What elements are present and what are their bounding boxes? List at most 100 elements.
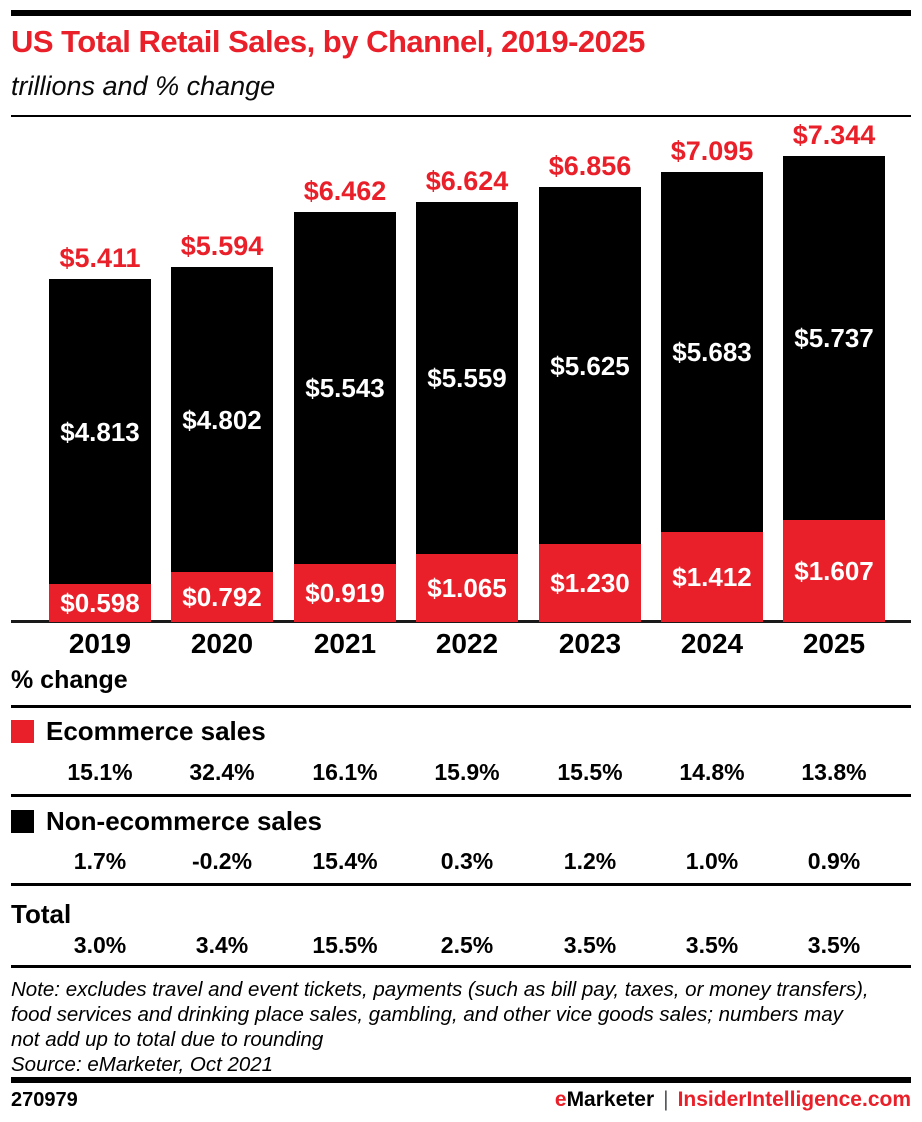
ecommerce-value-label: $0.919 <box>305 578 385 608</box>
page-title: US Total Retail Sales, by Channel, 2019-… <box>11 24 645 59</box>
ecommerce-pct-row: 15.1% 32.4% 16.1% 15.9% 15.5% 14.8% 13.8% <box>0 757 922 787</box>
total-row-label: Total <box>11 899 72 929</box>
brand-emarketer-rest: Marketer <box>566 1088 655 1111</box>
ecommerce-segment: $1.412 <box>661 532 763 622</box>
non-ecommerce-pct-row: 1.7% -0.2% 15.4% 0.3% 1.2% 1.0% 0.9% <box>0 846 922 876</box>
ecommerce-pct-value: 15.5% <box>557 759 623 785</box>
source-line: Source: eMarketer, Oct 2021 <box>11 1053 274 1076</box>
total-value-label: $6.856 <box>548 151 632 181</box>
top-rule <box>11 10 911 16</box>
non-ecommerce-segment: $5.683 <box>661 172 763 532</box>
non-ecommerce-pct-value: 0.9% <box>807 848 861 874</box>
divider <box>11 965 911 968</box>
bar-group-2023: $5.625 $1.230 <box>539 187 641 622</box>
divider <box>11 705 911 708</box>
total-value-label: $6.462 <box>303 176 387 206</box>
non-ecommerce-value-label: $5.543 <box>305 373 385 403</box>
total-pct-value: 15.5% <box>312 932 378 958</box>
non-ecommerce-value-label: $5.559 <box>427 363 507 393</box>
ecommerce-pct-value: 14.8% <box>679 759 745 785</box>
pct-change-heading: % change <box>11 666 128 694</box>
ecommerce-segment: $0.598 <box>49 584 151 622</box>
non-ecommerce-segment: $4.813 <box>49 279 151 584</box>
stacked-bar-chart: $4.813 $0.598 $5.411 2019 $4.802 $0.792 $5.594… <box>11 120 911 659</box>
ecommerce-segment: $0.792 <box>171 572 273 622</box>
page-subtitle: trillions and % change <box>11 71 276 101</box>
footnote-line: not add up to total due to rounding <box>11 1028 324 1051</box>
ecommerce-legend-label: Ecommerce sales <box>46 716 266 746</box>
total-pct-value: 3.5% <box>685 932 739 958</box>
ecommerce-pct-value: 16.1% <box>312 759 378 785</box>
ecommerce-segment: $0.919 <box>294 564 396 622</box>
non-ecommerce-value-label: $4.813 <box>60 416 140 447</box>
total-pct-value: 3.5% <box>807 932 861 958</box>
non-ecommerce-segment: $5.559 <box>416 202 518 554</box>
brand-emarketer-e: e <box>554 1088 567 1111</box>
non-ecommerce-pct-value: 1.7% <box>73 848 127 874</box>
ecommerce-legend: Ecommerce sales <box>11 716 266 746</box>
ecommerce-pct-value: 13.8% <box>801 759 867 785</box>
year-label: 2020 <box>190 628 254 659</box>
total-pct-value: 3.4% <box>195 932 249 958</box>
bar-group-2020: $4.802 $0.792 <box>171 267 273 622</box>
total-pct-row: 3.0% 3.4% 15.5% 2.5% 3.5% 3.5% 3.5% <box>0 930 922 960</box>
ecommerce-legend-swatch <box>11 719 34 743</box>
non-ecommerce-value-label: $5.625 <box>550 350 630 381</box>
year-label: 2025 <box>802 628 866 659</box>
ecommerce-value-label: $0.792 <box>182 582 262 612</box>
ecommerce-value-label: $0.598 <box>60 588 140 618</box>
bottom-rule <box>11 1077 911 1083</box>
ecommerce-value-label: $1.230 <box>550 568 630 598</box>
bar-group-2022: $5.559 $1.065 <box>416 202 518 622</box>
brand-site-link[interactable]: InsiderIntelligence.com <box>677 1088 911 1111</box>
brand-separator: | <box>663 1088 669 1111</box>
non-ecommerce-segment: $5.737 <box>783 156 885 520</box>
ecommerce-pct-value: 15.9% <box>434 759 500 785</box>
footnote-line: food services and drinking place sales, … <box>11 1003 843 1026</box>
non-ecommerce-pct-value: 0.3% <box>440 848 494 874</box>
bar-group-2021: $5.543 $0.919 <box>294 212 396 622</box>
total-value-label: $7.095 <box>670 136 754 166</box>
ecommerce-value-label: $1.607 <box>794 556 874 586</box>
ecommerce-pct-value: 32.4% <box>189 759 255 785</box>
year-label: 2021 <box>313 628 377 659</box>
non-ecommerce-value-label: $5.737 <box>794 323 874 353</box>
non-ecommerce-legend: Non-ecommerce sales <box>11 806 323 836</box>
bar-group-2025: $5.737 $1.607 <box>783 156 885 622</box>
ecommerce-segment: $1.607 <box>783 520 885 622</box>
footer: 270979 eMarketer | InsiderIntelligence.com <box>11 1086 911 1114</box>
total-pct-value: 3.5% <box>563 932 617 958</box>
year-label: 2024 <box>680 628 744 659</box>
non-ecommerce-segment: $4.802 <box>171 267 273 572</box>
footnote: Note: excludes travel and event tickets,… <box>11 977 869 1077</box>
total-value-label: $6.624 <box>425 166 509 196</box>
total-value-label: $7.344 <box>792 120 876 150</box>
non-ecommerce-pct-value: -0.2% <box>191 848 253 874</box>
non-ecommerce-pct-value: 15.4% <box>312 848 378 874</box>
total-value-label: $5.594 <box>180 231 264 261</box>
non-ecommerce-pct-value: 1.0% <box>685 848 739 874</box>
year-label: 2023 <box>558 628 622 659</box>
non-ecommerce-pct-value: 1.2% <box>563 848 617 874</box>
divider <box>11 883 911 886</box>
ecommerce-value-label: $1.065 <box>427 573 507 603</box>
ecommerce-segment: $1.065 <box>416 554 518 622</box>
divider <box>11 794 911 797</box>
non-ecommerce-segment: $5.625 <box>539 187 641 544</box>
ecommerce-value-label: $1.412 <box>672 562 752 592</box>
bar-group-2019: $4.813 $0.598 <box>49 279 151 622</box>
non-ecommerce-value-label: $5.683 <box>672 337 752 367</box>
chart-id: 270979 <box>11 1088 78 1111</box>
non-ecommerce-segment: $5.543 <box>294 212 396 564</box>
ecommerce-pct-value: 15.1% <box>67 759 133 785</box>
header-divider <box>11 115 911 117</box>
non-ecommerce-value-label: $4.802 <box>182 404 262 435</box>
bar-group-2024: $5.683 $1.412 <box>661 172 763 622</box>
non-ecommerce-legend-label: Non-ecommerce sales <box>46 806 323 836</box>
footnote-line: Note: excludes travel and event tickets,… <box>11 978 869 1001</box>
ecommerce-segment: $1.230 <box>539 544 641 622</box>
year-label: 2019 <box>68 628 132 659</box>
brand-line: eMarketer | InsiderIntelligence.com <box>555 1088 911 1112</box>
total-value-label: $5.411 <box>59 243 141 273</box>
